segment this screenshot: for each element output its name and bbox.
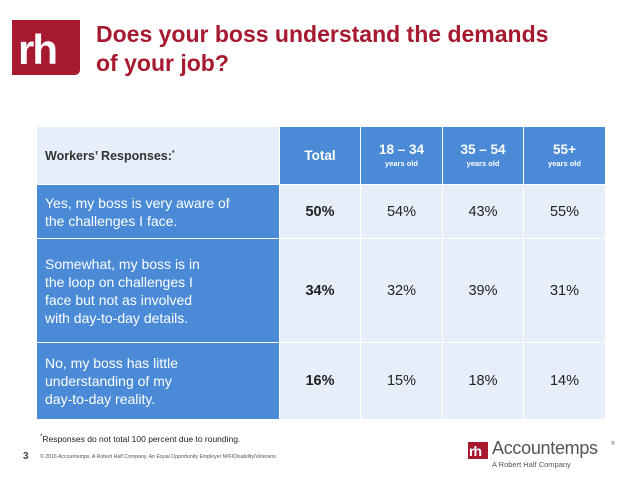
rh-logo-graphic: rh (18, 26, 58, 73)
column-header-18-34: 18 – 34 years old (360, 127, 442, 184)
brand-name: Accountemps (492, 438, 598, 458)
table-row: Somewhat, my boss is in the loop on chal… (37, 238, 605, 342)
table-header-row: Workers’ Responses:* Total 18 – 34 years… (37, 127, 605, 184)
cell-55-plus: 14% (523, 342, 605, 419)
cell-total: 34% (279, 238, 360, 342)
row-label-somewhat: Somewhat, my boss is in the loop on chal… (37, 238, 279, 342)
cell-18-34: 32% (360, 238, 442, 342)
legal-notice: © 2016 Accountemps. A Robert Half Compan… (40, 454, 278, 460)
cell-18-34: 15% (360, 342, 442, 419)
table-row: Yes, my boss is very aware of the challe… (37, 184, 605, 238)
header-responses-label: Workers’ Responses:* (37, 127, 279, 184)
row-label-very-aware: Yes, my boss is very aware of the challe… (37, 184, 279, 238)
cell-35-54: 39% (442, 238, 523, 342)
slide-title: Does your boss understand the demands of… (96, 20, 626, 78)
column-header-35-54: 35 – 54 years old (442, 127, 523, 184)
page-number: 3 (23, 451, 29, 462)
footnote: *Responses do not total 100 percent due … (40, 434, 241, 444)
slide-title-line-1: Does your boss understand the demands (96, 21, 549, 47)
cell-55-plus: 31% (523, 238, 605, 342)
svg-text:rh: rh (18, 26, 56, 73)
svg-text:rh: rh (469, 443, 481, 459)
cell-35-54: 43% (442, 184, 523, 238)
footnote-marker: * (40, 434, 43, 441)
rh-logo: rh (12, 20, 80, 75)
brand-tagline: A Robert Half Company (492, 460, 571, 469)
column-header-55-plus: 55+ years old (523, 127, 605, 184)
table-row: No, my boss has little understanding of … (37, 342, 605, 419)
cell-total: 16% (279, 342, 360, 419)
brand-registered-mark: ® (611, 441, 615, 447)
slide-title-line-2: of your job? (96, 50, 229, 76)
cell-total: 50% (279, 184, 360, 238)
cell-18-34: 54% (360, 184, 442, 238)
row-label-little-understanding: No, my boss has little understanding of … (37, 342, 279, 419)
accountemps-logo: rh Accountemps ® A Robert Half Company (468, 438, 628, 472)
header-footnote-marker: * (171, 149, 175, 157)
cell-35-54: 18% (442, 342, 523, 419)
rh-mark-icon: rh (468, 442, 488, 459)
survey-table: Workers’ Responses:* Total 18 – 34 years… (37, 127, 605, 419)
column-header-total: Total (279, 127, 360, 184)
cell-55-plus: 55% (523, 184, 605, 238)
